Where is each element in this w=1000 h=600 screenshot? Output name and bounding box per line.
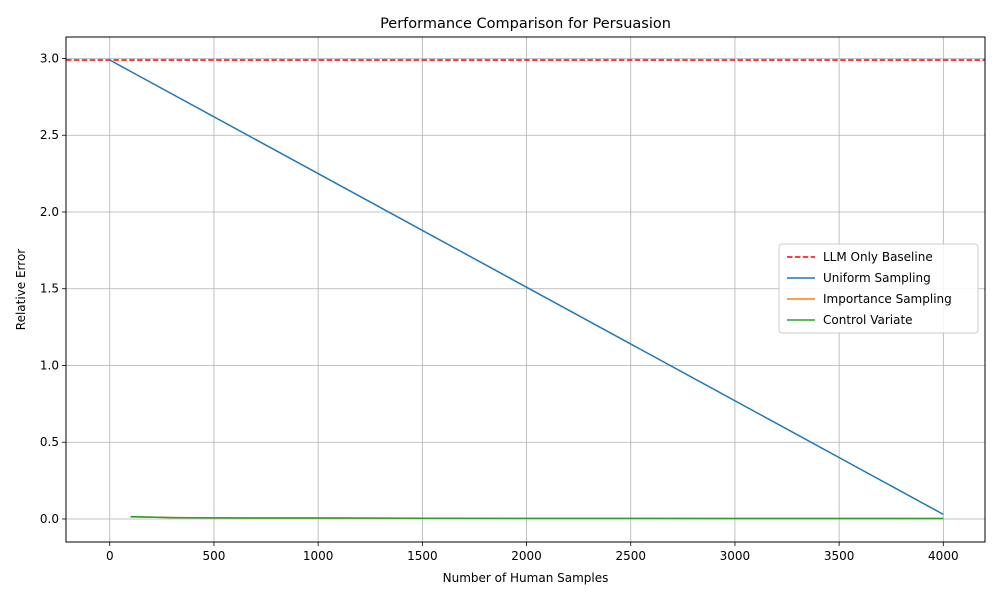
y-tick-label: 1.5 <box>40 282 59 296</box>
plot-frame <box>65 36 986 543</box>
series-line-uniform-sampling <box>109 59 944 516</box>
legend-box <box>778 243 979 334</box>
x-tick-label: 2000 <box>511 549 542 563</box>
legend-label: Control Variate <box>823 313 913 327</box>
series-line-control-variate <box>130 515 944 520</box>
x-axis-label: Number of Human Samples <box>443 571 609 585</box>
legend: LLM Only Baseline Uniform Sampling Importa… <box>778 243 979 334</box>
x-tick-label: 0 <box>106 549 114 563</box>
ticks: 0 500 1000 1500 2000 2500 3000 3500 4000 0.0 0.5 1.… <box>40 51 959 563</box>
legend-label: Importance Sampling <box>823 292 952 306</box>
x-tick-label: 1000 <box>303 549 334 563</box>
y-tick-label: 3.0 <box>40 51 59 65</box>
legend-label: LLM Only Baseline <box>823 250 933 264</box>
x-tick-label: 3000 <box>720 549 751 563</box>
y-tick-label: 1.0 <box>40 358 59 372</box>
y-axis-label: Relative Error <box>14 249 28 331</box>
x-tick-label: 3500 <box>824 549 855 563</box>
y-tick-label: 2.0 <box>40 205 59 219</box>
x-tick-label: 1500 <box>407 549 438 563</box>
x-tick-label: 500 <box>203 549 226 563</box>
y-tick-label: 0.0 <box>40 512 59 526</box>
x-tick-label: 2500 <box>615 549 646 563</box>
series-layer <box>66 59 985 520</box>
y-tick-label: 0.5 <box>40 435 59 449</box>
chart-title: Performance Comparison for Persuasion <box>380 16 671 32</box>
legend-label: Uniform Sampling <box>823 271 931 285</box>
x-tick-label: 4000 <box>928 549 959 563</box>
y-tick-label: 2.5 <box>40 128 59 142</box>
